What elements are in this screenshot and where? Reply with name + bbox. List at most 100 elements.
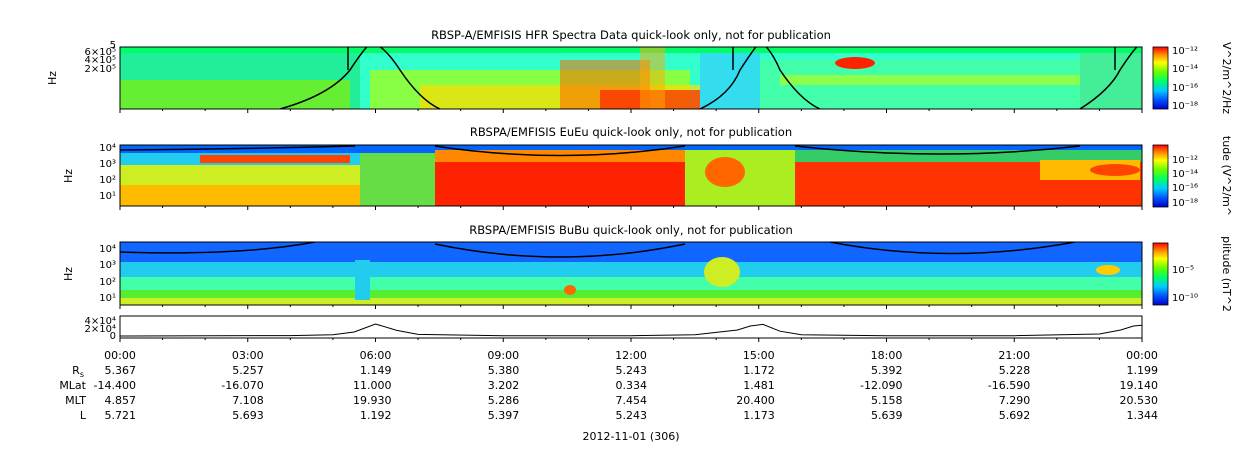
ephemeris-value: 1.173: [743, 409, 775, 422]
ephemeris-value: 1.199: [1127, 364, 1159, 377]
bubu-ylabel: Hz: [62, 267, 75, 281]
bubu-ytick: 10¹: [99, 293, 116, 304]
eueu-ytick: 10⁴: [99, 143, 116, 154]
time-tick-label: 00:00: [104, 349, 136, 362]
ephemeris-values: 5.367 -14.400 4.857 5.721 5.257 -16.070 7.108 5…: [94, 364, 1158, 422]
ephemeris-value: 1.481: [743, 379, 775, 392]
ephemeris-value: 20.530: [1120, 394, 1159, 407]
line-ytick: 0: [110, 331, 116, 342]
ephemeris-value: 5.228: [999, 364, 1031, 377]
eueu-ytick: 10²: [99, 175, 116, 186]
hfr-cbar-tick: 10⁻¹²: [1172, 46, 1198, 57]
line-yaxis: 0 2×10⁴ 4×10⁴: [85, 316, 116, 342]
time-tick-label: 18:00: [871, 349, 903, 362]
panel-eueu-title: RBSPA/EMFISIS EuEu quick-look only, not …: [470, 125, 792, 139]
ephemeris-value: 5.286: [488, 394, 520, 407]
bubu-cbar-tick: 10⁻¹⁰: [1172, 293, 1198, 304]
ephemeris-value: 5.397: [488, 409, 520, 422]
ephemeris-value: -16.070: [221, 379, 263, 392]
ephemeris-value: 7.290: [999, 394, 1031, 407]
bubu-colorbar: 10⁻⁵ 10⁻¹⁰ plitude (nT^2: [1152, 236, 1233, 312]
hfr-ytick: 4×10⁵: [85, 55, 116, 66]
time-tick-label: 15:00: [743, 349, 775, 362]
hfr-colorbar: 10⁻¹² 10⁻¹⁴ 10⁻¹⁶ 10⁻¹⁸ V^2/m^2/Hz: [1152, 42, 1233, 114]
ephemeris-value: 11.000: [353, 379, 392, 392]
ephem-label-r-main: R: [72, 364, 80, 377]
ephem-label-r-sub: s: [80, 370, 84, 379]
hfr-cbar-label: V^2/m^2/Hz: [1220, 42, 1233, 114]
ephemeris-value: 20.400: [736, 394, 775, 407]
line-series: [119, 323, 1143, 337]
ephemeris-value: 1.344: [1127, 409, 1159, 422]
ephemeris-value: 19.930: [353, 394, 392, 407]
ephemeris-row-labels: Rs MLat MLT L: [59, 364, 87, 422]
hfr-ytick: 6×10⁵: [85, 47, 116, 58]
eueu-cbar-label: tude (V^2/m^: [1220, 136, 1233, 216]
ephem-label-mlt: MLT: [65, 394, 86, 407]
panel-eueu: RBSPA/EMFISIS EuEu quick-look only, not …: [62, 125, 1233, 216]
panel-hfr: RBSP-A/EMFISIS HFR Spectra Data quick-lo…: [46, 28, 1233, 114]
ephemeris-value: -12.090: [860, 379, 902, 392]
date-label: 2012-11-01 (306): [582, 430, 679, 443]
bubu-cbar-tick: 10⁻⁵: [1172, 265, 1194, 276]
eueu-cbar-tick: 10⁻¹⁸: [1172, 198, 1198, 209]
hfr-ylabel: Hz: [46, 71, 59, 85]
ephem-label-r: Rs: [72, 364, 84, 379]
eueu-cbar-tick: 10⁻¹²: [1172, 155, 1198, 166]
time-tick-label: 12:00: [615, 349, 647, 362]
ephemeris-value: 5.158: [871, 394, 903, 407]
ephemeris-value: 1.192: [360, 409, 392, 422]
bubu-fce-curves: [120, 242, 1076, 258]
bubu-yaxis: 10¹ 10² 10³ 10⁴ Hz: [62, 244, 116, 304]
eueu-ytick: 10¹: [99, 191, 116, 202]
eueu-ylabel: Hz: [62, 169, 75, 183]
line-ytick: 2×10⁴: [85, 324, 116, 335]
panel-bubu: RBSPA/EMFISIS BuBu quick-look only, not …: [62, 223, 1233, 312]
ephemeris-value: 5.693: [232, 409, 264, 422]
time-tick-label: 06:00: [360, 349, 392, 362]
eueu-cbar-tick: 10⁻¹⁶: [1172, 183, 1198, 194]
eueu-yaxis: 10¹ 10² 10³ 10⁴ Hz: [62, 143, 116, 202]
hfr-ytick: 2×10⁵: [85, 64, 116, 75]
ephemeris-value: 1.149: [360, 364, 392, 377]
bubu-ytick: 10²: [99, 277, 116, 288]
ephemeris-value: -16.590: [988, 379, 1030, 392]
ephemeris-value: 5.639: [871, 409, 903, 422]
time-tick-marks: [119, 109, 1143, 342]
eueu-colorbar: 10⁻¹² 10⁻¹⁴ 10⁻¹⁶ 10⁻¹⁸ tude (V^2/m^: [1152, 136, 1233, 216]
ephemeris-value: 5.243: [616, 409, 648, 422]
bubu-spectrogram: [120, 242, 1142, 305]
ephemeris-value: 4.857: [105, 394, 137, 407]
panel-hfr-title: RBSP-A/EMFISIS HFR Spectra Data quick-lo…: [431, 28, 831, 42]
ephemeris-value: 5.380: [488, 364, 520, 377]
ephemeris-value: 5.692: [999, 409, 1031, 422]
bubu-ytick: 10³: [99, 260, 116, 271]
ephemeris-value: 0.334: [616, 379, 648, 392]
ephemeris-value: 5.721: [105, 409, 137, 422]
hfr-yaxis: 2×10⁵ 4×10⁵ 6×10⁵ 5 Hz: [46, 40, 116, 85]
eueu-spectrogram: [120, 145, 1142, 206]
hfr-cbar-tick: 10⁻¹⁸: [1172, 101, 1198, 112]
ephemeris-value: 5.367: [105, 364, 137, 377]
bubu-cbar-label: plitude (nT^2: [1220, 236, 1233, 312]
eueu-cbar-tick: 10⁻¹⁴: [1172, 169, 1198, 180]
ephemeris-value: 5.392: [871, 364, 903, 377]
hfr-cbar-tick: 10⁻¹⁴: [1172, 64, 1198, 75]
ephemeris-value: 1.172: [743, 364, 775, 377]
hfr-fce-curves: [279, 47, 1138, 109]
ephemeris-value: 3.202: [488, 379, 520, 392]
hfr-spectrogram: [120, 47, 1142, 109]
line-ytick: 4×10⁴: [85, 316, 116, 327]
ephem-label-mlat: MLat: [59, 379, 86, 392]
ephemeris-value: 7.454: [616, 394, 648, 407]
ephem-label-l: L: [80, 409, 87, 422]
time-axis-labels: 00:00 03:00 06:00 09:00 12:00 15:00 18:00 21:00…: [104, 349, 1158, 362]
time-tick-label: 09:00: [487, 349, 519, 362]
ephemeris-value: 7.108: [232, 394, 264, 407]
panel-line: 0 2×10⁴ 4×10⁴: [85, 315, 1143, 342]
ephemeris-value: 5.257: [232, 364, 264, 377]
hfr-cbar-tick: 10⁻¹⁶: [1172, 83, 1198, 94]
eueu-fce-curves: [120, 145, 1081, 157]
panel-bubu-title: RBSPA/EMFISIS BuBu quick-look only, not …: [469, 223, 793, 237]
ephemeris-value: 5.243: [616, 364, 648, 377]
